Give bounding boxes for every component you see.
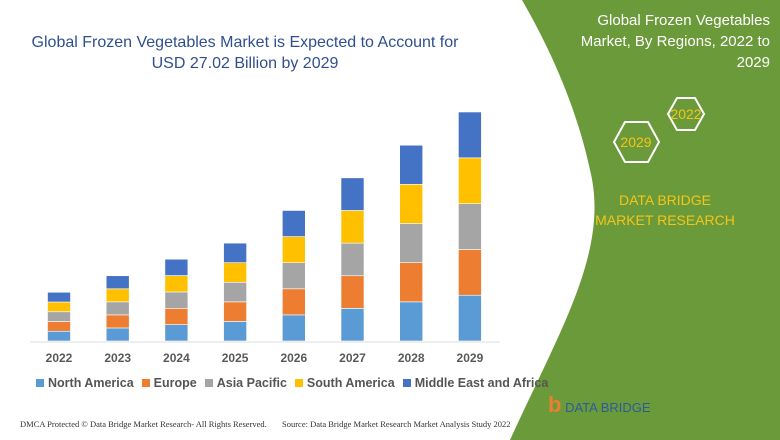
legend-label: North America [48, 376, 134, 390]
legend-label: Europe [153, 376, 197, 390]
bar-2022-north-america [47, 330, 71, 342]
bar-2022-asia-pacific [47, 311, 71, 322]
bar-2026-europe [281, 288, 306, 316]
bar-2028-south-america [399, 184, 424, 224]
brand-text: DATA BRIDGE MARKET RESEARCH [595, 192, 735, 228]
hexagon-2029 [612, 121, 661, 163]
bar-2028-asia-pacific [399, 223, 424, 263]
bar-2022-south-america [47, 301, 71, 313]
bar-2027-asia-pacific [340, 242, 365, 277]
bar-2029-north-america [458, 294, 482, 342]
bar-2024-south-america [164, 275, 189, 293]
legend-item: Asia Pacific [204, 376, 287, 390]
legend-item: Europe [141, 376, 197, 390]
legend-swatch [204, 379, 213, 387]
bar-2026-asia-pacific [281, 262, 306, 290]
bar-2024-europe [164, 307, 189, 325]
legend-swatch [141, 379, 150, 387]
x-tick-label: 2029 [457, 351, 484, 365]
bar-2023-middle-east-and-africa [105, 275, 130, 290]
bar-2026-south-america [281, 236, 306, 263]
bar-2027-south-america [340, 210, 365, 244]
bar-2029-middle-east-and-africa [458, 111, 482, 159]
x-tick-label: 2022 [46, 351, 73, 365]
legend: North America Europe Asia Pacific South Ame… [36, 376, 548, 390]
bar-2024-asia-pacific [164, 291, 189, 309]
bar-2023-europe [105, 314, 130, 329]
chart-title: Global Frozen Vegetables Market is Expec… [31, 34, 459, 72]
legend-swatch [294, 379, 303, 387]
legend-item: North America [36, 376, 134, 390]
bar-2024-north-america [164, 324, 189, 342]
bar-2025-south-america [223, 262, 247, 283]
bar-2026-north-america [281, 314, 306, 342]
legend-item: Middle East and Africa [402, 376, 549, 390]
bar-2023-north-america [105, 327, 130, 342]
hex-label-2029: 2029 [620, 134, 651, 150]
bar-2025-north-america [223, 321, 247, 342]
bar-2029-europe [458, 249, 482, 296]
x-tick-label: 2024 [163, 351, 190, 365]
bar-2029-asia-pacific [458, 203, 482, 250]
panel-title: Global Frozen Vegetables Market, By Regi… [580, 12, 770, 71]
x-tick-label: 2023 [104, 351, 131, 365]
logo: b DATA BRIDGE [548, 392, 651, 418]
bar-2025-europe [223, 301, 247, 322]
legend-label: Middle East and Africa [414, 376, 549, 390]
bar-2025-middle-east-and-africa [223, 242, 247, 263]
hex-label-2022: 2022 [670, 106, 701, 122]
bar-2027-north-america [340, 308, 365, 342]
bar-2027-europe [340, 275, 365, 309]
legend-swatch [36, 379, 44, 387]
footer-dmca: DMCA Protected © Data Bridge Market Rese… [20, 419, 267, 429]
legend-label: South America [306, 376, 395, 390]
bar-2022-middle-east-and-africa [47, 291, 71, 303]
x-tick-label: 2026 [280, 351, 307, 365]
logo-text: DATA BRIDGE [565, 400, 651, 415]
x-tick-label: 2027 [339, 351, 366, 365]
logo-icon: b [548, 392, 562, 417]
footer-source: Source: Data Bridge Market Research Mark… [282, 419, 511, 429]
bar-2023-south-america [105, 288, 130, 303]
bar-2026-middle-east-and-africa [281, 210, 306, 237]
bars: 2022 2023 2024 2025 2026 2027 2028 2029 [46, 111, 484, 365]
legend-swatch [402, 379, 411, 387]
hexagon-2022 [666, 97, 706, 131]
legend-item: South America [294, 376, 395, 390]
bar-2029-south-america [458, 157, 482, 205]
x-tick-label: 2025 [222, 351, 249, 365]
bar-2022-europe [47, 321, 71, 332]
bar-2028-europe [399, 262, 424, 303]
green-panel [510, 0, 780, 440]
bar-2027-middle-east-and-africa [340, 177, 365, 211]
bar-2025-asia-pacific [223, 281, 247, 303]
bar-2024-middle-east-and-africa [164, 258, 189, 276]
legend-label: Asia Pacific [216, 376, 287, 390]
bar-2028-north-america [399, 301, 424, 342]
x-tick-label: 2028 [398, 351, 425, 365]
bar-2023-asia-pacific [105, 301, 130, 316]
bar-2028-middle-east-and-africa [399, 144, 424, 185]
